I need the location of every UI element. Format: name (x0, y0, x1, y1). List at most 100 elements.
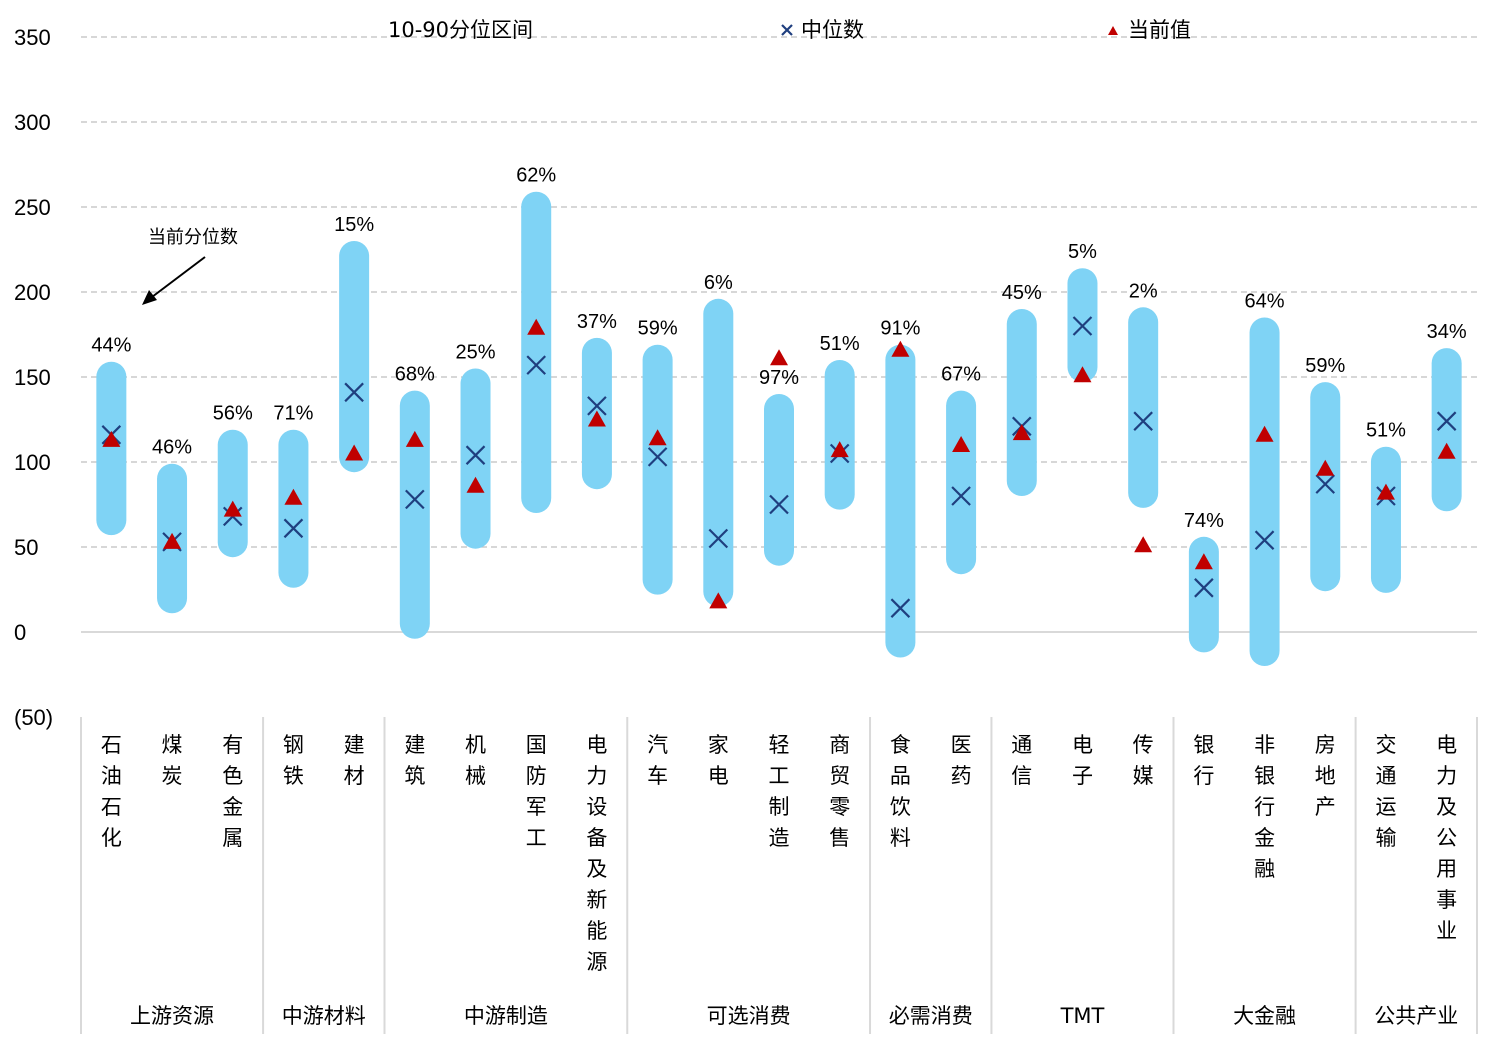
current-marker (587, 410, 606, 427)
category-label: 医药 (951, 733, 972, 788)
percentile-label: 37% (577, 311, 617, 333)
percentile-label: 71% (273, 403, 313, 425)
current-marker (1012, 424, 1031, 441)
current-marker (345, 444, 364, 461)
percentile-label: 46% (152, 437, 192, 459)
percentile-label: 64% (1245, 291, 1285, 313)
range-bar (1249, 317, 1280, 666)
y-tick-label: 250 (14, 195, 51, 220)
percentile-label: 74% (1184, 510, 1224, 532)
median-marker-stroke (1072, 316, 1093, 336)
current-marker (223, 500, 242, 517)
median-marker (1254, 530, 1275, 550)
median-marker (951, 486, 971, 506)
percentile-label: 68% (395, 364, 435, 386)
current-marker (163, 532, 182, 549)
range-bar (460, 368, 491, 549)
range-bar (1310, 382, 1341, 592)
median-marker-stroke (1254, 530, 1275, 550)
percentile-label: 15% (334, 214, 374, 236)
median-marker-stroke (647, 447, 668, 467)
current-marker (1376, 483, 1395, 500)
current-marker (1255, 425, 1274, 442)
current-marker (284, 488, 303, 505)
median-marker (1072, 316, 1093, 336)
median-marker (587, 396, 607, 416)
median-marker-stroke (465, 445, 486, 465)
category-label: 传媒 (1133, 733, 1154, 788)
median-marker-stroke (1436, 411, 1457, 431)
median-marker (344, 382, 364, 403)
annotation: 当前分位数 (142, 227, 238, 305)
category-label: 交通运输 (1375, 733, 1396, 850)
percentile-label: 5% (1068, 241, 1097, 263)
y-tick-label: 200 (14, 280, 51, 305)
percentile-label: 59% (1305, 355, 1345, 377)
median-marker (1194, 578, 1214, 598)
median-marker (526, 355, 546, 375)
annotation-text: 当前分位数 (148, 227, 238, 248)
median-marker (1315, 474, 1336, 494)
group-label: 上游资源 (130, 1004, 214, 1028)
median-marker-stroke (1194, 578, 1214, 598)
current-marker (405, 430, 424, 447)
category-label: 非银行金融 (1254, 733, 1275, 881)
category-label: 轻工制造 (769, 733, 790, 850)
range-bar (764, 394, 794, 566)
category-label: 电子 (1072, 733, 1093, 788)
category-label: 建材 (344, 733, 365, 788)
annotation-arrow-line (151, 256, 206, 298)
range-bar (1188, 536, 1219, 653)
range-bar (399, 390, 430, 639)
legend-current-marker (1108, 26, 1118, 35)
percentile-label: 97% (759, 367, 799, 389)
category-label: 房地产 (1315, 733, 1336, 819)
category-label: 家电 (708, 733, 729, 788)
median-marker-stroke (526, 355, 546, 375)
category-label: 国防军工 (526, 733, 547, 850)
group-label: TMT (1060, 1004, 1105, 1028)
median-marker-stroke (1315, 474, 1336, 494)
range-bar (96, 361, 127, 536)
median-marker (769, 494, 789, 515)
percentile-label: 51% (820, 333, 860, 355)
range-bar (946, 390, 977, 575)
current-marker (830, 441, 849, 458)
range-bar (1006, 309, 1037, 496)
median-marker-stroke (405, 489, 425, 510)
median-marker-stroke (890, 598, 911, 618)
percentile-label: 44% (91, 335, 131, 357)
median-marker (1133, 411, 1153, 431)
y-axis: (50) 0 50 100 150 200 250 300 350 (14, 25, 53, 730)
y-tick-label: 50 (14, 535, 38, 560)
range-bar (824, 360, 855, 510)
category-label: 有色金属 (222, 733, 243, 850)
median-marker-stroke (344, 382, 364, 403)
category-label: 汽车 (647, 733, 668, 788)
percentile-label: 2% (1129, 280, 1158, 302)
current-marker (1134, 536, 1153, 553)
legend: 10-90分位区间 中位数 当前值 (388, 18, 1191, 42)
range-bar (217, 429, 248, 558)
category-label: 电力及公用事业 (1436, 733, 1457, 943)
current-marker (648, 429, 667, 446)
annotation-arrow-head (142, 290, 157, 305)
median-marker-stroke (769, 494, 789, 515)
category-label: 食品饮料 (890, 733, 911, 850)
range-bar (1128, 307, 1159, 508)
group-label: 公共产业 (1374, 1004, 1458, 1028)
median-marker (647, 447, 668, 467)
current-marker (466, 476, 485, 493)
legend-median-marker (781, 24, 793, 36)
legend-current-label: 当前值 (1128, 18, 1191, 42)
percentile-label: 45% (1002, 282, 1042, 304)
current-marker (1437, 442, 1456, 459)
median-marker-stroke (1133, 411, 1153, 431)
percentile-label: 25% (456, 342, 496, 364)
median-marker (1436, 411, 1457, 431)
current-marker (952, 436, 971, 452)
percentile-label: 6% (704, 272, 733, 294)
category-label: 钢铁 (283, 733, 304, 788)
median-marker-stroke (951, 486, 971, 506)
